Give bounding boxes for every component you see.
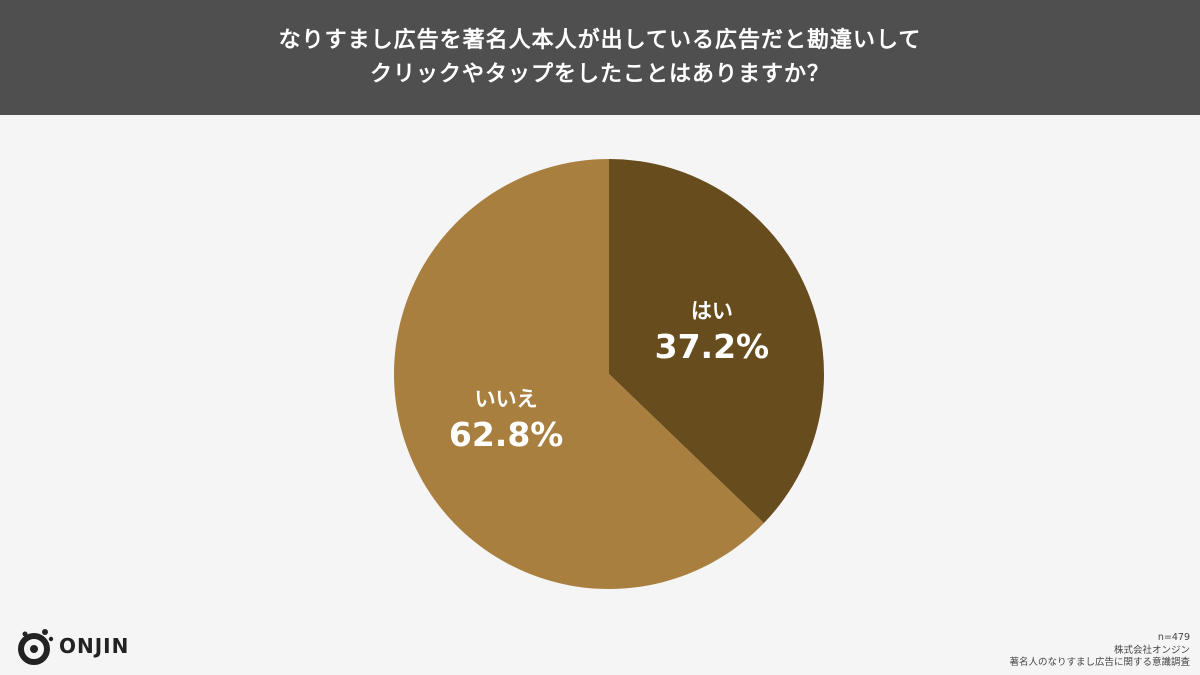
title-line-1: なりすまし広告を著名人本人が出している広告だと勘違いして [278,27,922,53]
slice-label-2: いいえ [475,387,538,411]
onjin-logo-icon [18,629,54,665]
footnote: n=479 株式会社オンジン 著名人のなりすまし広告に関する意識調査 [1009,632,1190,670]
sample-size: n=479 [1157,632,1190,643]
company-name: 株式会社オンジン [1113,644,1190,656]
title-banner: なりすまし広告を著名人本人が出している広告だと勘違いして クリックやタップをした… [0,0,1200,115]
logo-wordmark: ONJIN [59,634,130,658]
pie-slice-2 [394,159,764,589]
pie-chart: はい 37.2% いいえ 62.8% [394,159,824,589]
slice-value-1: 37.2% [655,327,770,366]
onjin-logo: ONJIN [16,626,129,666]
survey-name: 著名人のなりすまし広告に関する意識調査 [1009,657,1190,668]
slice-value-2: 62.8% [449,415,564,454]
slice-label-1: はい [691,299,733,323]
title-line-2: クリックやタップをしたことはありますか？ [369,61,830,87]
pie-slice-1 [609,159,824,524]
